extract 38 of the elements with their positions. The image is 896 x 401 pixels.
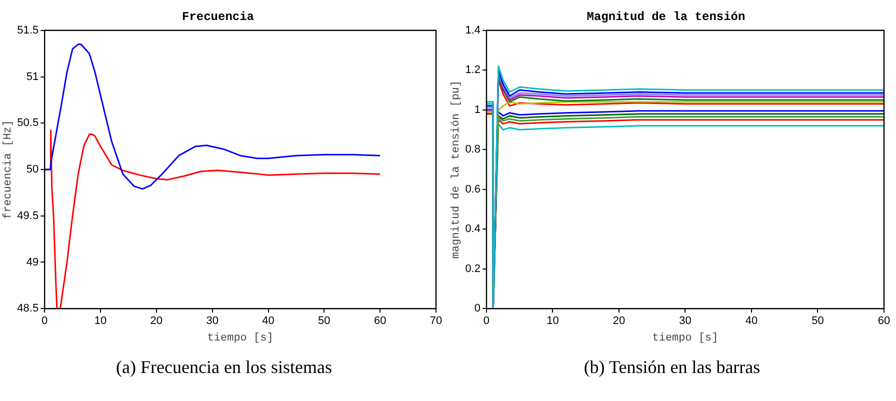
y-tick-label: 1 xyxy=(474,104,480,116)
x-axis-title: tiempo [s] xyxy=(652,332,718,344)
x-tick-label: 70 xyxy=(430,315,442,328)
y-tick-label: 1.4 xyxy=(465,24,480,36)
x-tick-label: 50 xyxy=(318,315,330,328)
x-tick-label: 40 xyxy=(745,315,758,328)
y-axis-title: frecuencia [Hz] xyxy=(2,120,15,220)
y-axis-title: magnitud de la tensión [pu] xyxy=(450,80,463,259)
x-tick-label: 10 xyxy=(94,315,107,328)
y-tick-label: 51.5 xyxy=(17,24,39,36)
x-tick-label: 60 xyxy=(374,315,386,328)
y-tick-label: 50 xyxy=(26,164,39,176)
y-tick-label: 1.2 xyxy=(465,64,480,76)
y-tick-label: 49.5 xyxy=(17,210,39,222)
y-tick-label: 0.4 xyxy=(465,223,480,236)
x-tick-label: 0 xyxy=(483,315,490,328)
x-tick-label: 40 xyxy=(262,315,274,328)
chart-title: Magnitud de la tensión xyxy=(586,10,746,24)
x-tick-label: 50 xyxy=(812,315,824,328)
x-axis-title: tiempo [s] xyxy=(207,332,274,344)
text: (b) Tensión en las barras xyxy=(582,357,762,378)
y-tick-label: 48.5 xyxy=(17,302,39,315)
y-tick-label: 50.5 xyxy=(17,117,39,130)
y-tick-label: 49 xyxy=(26,256,39,268)
y-tick-label: 0.2 xyxy=(465,262,480,275)
y-tick-label: 51 xyxy=(26,70,39,83)
x-tick-label: 20 xyxy=(150,315,163,328)
x-tick-label: 0 xyxy=(42,315,48,328)
y-tick-label: 0.8 xyxy=(465,144,480,156)
x-tick-label: 10 xyxy=(546,315,559,328)
x-tick-label: 30 xyxy=(206,315,218,328)
y-tick-label: 0.6 xyxy=(465,183,480,196)
x-tick-label: 30 xyxy=(679,315,692,328)
chart-title: Frecuencia xyxy=(182,10,254,24)
x-tick-label: 60 xyxy=(878,315,890,328)
text: (a) Frecuencia en los sistemas xyxy=(115,357,333,378)
y-tick-label: 0 xyxy=(474,302,480,315)
x-tick-label: 20 xyxy=(612,315,626,328)
